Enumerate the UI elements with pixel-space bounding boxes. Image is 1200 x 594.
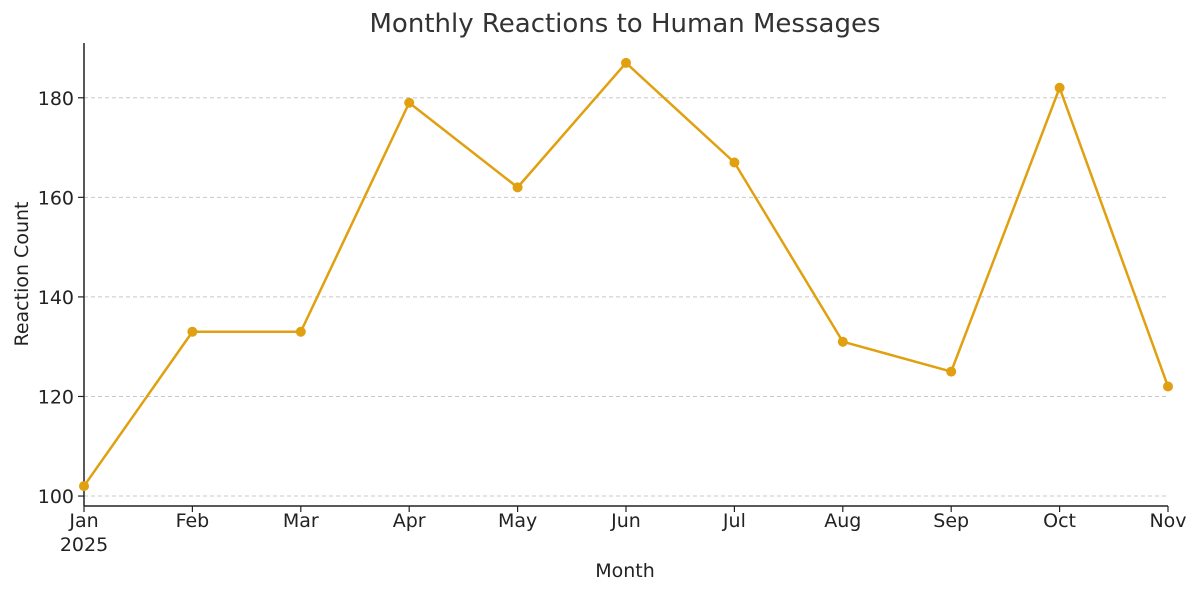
x-tick-label: Nov <box>1149 510 1186 532</box>
chart-title: Monthly Reactions to Human Messages <box>370 9 881 39</box>
data-point <box>79 481 89 492</box>
x-tick-label: Mar <box>283 510 319 532</box>
x-tick-label: Oct <box>1043 510 1076 532</box>
x-year-label: 2025 <box>60 534 108 556</box>
x-tick-label: Jan <box>68 510 98 532</box>
x-tick-label: Aug <box>824 510 861 532</box>
data-point <box>837 336 848 347</box>
x-tick-label: Jul <box>722 510 746 532</box>
x-axis-label: Month <box>595 560 655 582</box>
x-tick-label: Feb <box>176 510 210 532</box>
y-tick-label: 180 <box>38 88 74 110</box>
x-tick-label: May <box>498 510 537 532</box>
data-point <box>729 157 740 168</box>
y-tick-label: 120 <box>38 386 74 408</box>
data-point <box>295 326 306 337</box>
x-ticks: Jan Feb Mar Apr May Jun Jul Aug Sep Oct Nov 2025 <box>60 506 1187 556</box>
series-line <box>82 61 1170 487</box>
data-point <box>512 182 523 193</box>
y-tick-label: 160 <box>38 187 74 209</box>
y-tick-label: 140 <box>38 287 74 309</box>
x-tick-label: Jun <box>610 510 641 532</box>
data-point <box>404 97 415 108</box>
axes <box>83 43 1168 507</box>
gridlines <box>84 97 1168 497</box>
x-tick-label: Sep <box>933 510 969 532</box>
y-ticks: 100 120 140 160 180 <box>38 88 84 508</box>
data-point <box>621 57 631 68</box>
x-tick-label: Apr <box>393 510 426 532</box>
y-axis-label: Reaction Count <box>11 202 33 347</box>
data-point <box>1163 381 1173 392</box>
data-point <box>187 326 198 337</box>
data-point <box>1054 82 1065 93</box>
y-tick-label: 100 <box>38 486 74 508</box>
data-point <box>946 366 957 377</box>
series <box>79 57 1173 492</box>
